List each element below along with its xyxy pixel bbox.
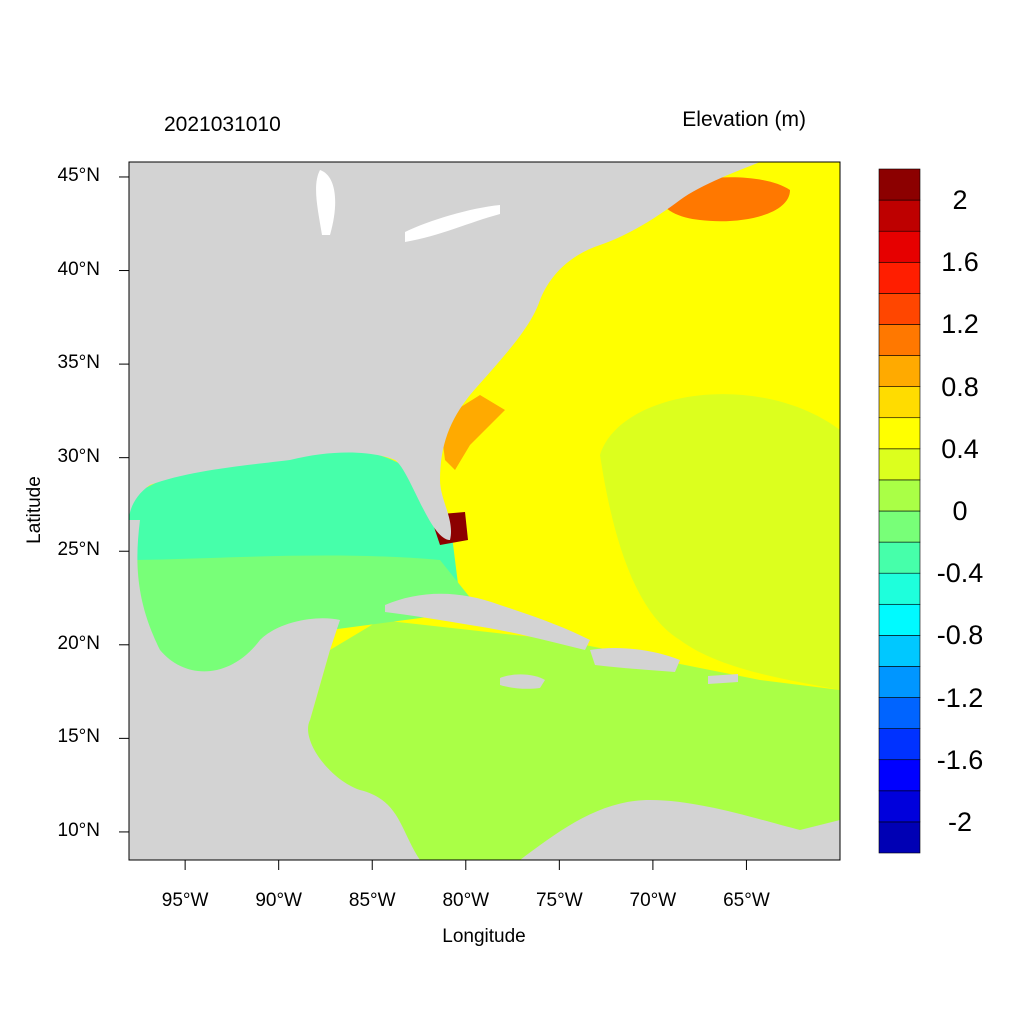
great-lakes [316,170,500,242]
lat-tick-label: 15°N [57,726,100,748]
date-title: 2021031010 [164,113,281,136]
colorbar-label: -2 [947,806,972,837]
colorbar-box [878,386,921,419]
lat-tick-label: 30°N [57,445,100,467]
lon-tick-label: 65°W [723,890,770,911]
land [129,162,840,860]
colorbar-box [878,293,921,325]
colorbar-box [878,417,921,450]
colorbar-box [878,790,921,823]
tick-marks [119,176,747,870]
colorbar-box [878,510,921,543]
colorbar-label: 2 [952,185,968,216]
lat-tick-label: 45°N [57,164,100,186]
colorbar-label: -0.4 [936,558,984,589]
plot-frame [128,161,841,861]
colorbar-box [878,355,921,387]
land-puerto-rico [708,674,738,684]
colorbar-label: -0.8 [936,620,984,651]
lon-tick-label: 90°W [255,890,302,911]
land-cuba [385,593,590,650]
colorbar-box [878,821,921,854]
colorbar-box [878,572,921,605]
colorbar-label: 1.6 [941,247,979,278]
colorbar-label: 0.4 [941,433,979,464]
units-title: Elevation (m) [682,108,806,131]
colorbar-label: -1.2 [936,682,984,713]
colorbar-box [878,697,921,729]
colorbar-box [878,541,921,574]
colorbar-label: 1.2 [941,309,979,340]
colorbar-label: 0 [952,496,968,526]
lon-tick-label: 95°W [161,890,209,911]
colorbar-box [878,230,921,263]
zone-gulf-southern [129,555,480,680]
colorbar-box [878,324,921,356]
colorbar-box [878,448,921,481]
colorbar-box [878,759,921,792]
y-axis-label: Latitude [24,476,45,544]
colorbar-box [878,168,921,201]
colorbar-label: 0.8 [941,371,979,402]
land-jamaica [500,674,545,689]
colorbar-label: -1.6 [936,744,984,775]
colorbar-box [878,261,921,294]
lat-tick-label: 10°N [57,819,100,841]
colorbar [878,168,921,854]
land-hispaniola [590,648,680,672]
lon-tick-label: 75°W [535,890,583,911]
colorbar-box [878,199,921,232]
lat-tick-label: 25°N [57,539,100,561]
colorbar-box [878,635,921,667]
lat-tick-label: 40°N [57,258,100,280]
colorbar-box [878,728,921,761]
land-mexico [129,520,420,860]
colorbar-box [878,479,921,512]
lon-tick-label: 85°W [348,890,396,911]
zone-atlantic-east [600,394,840,690]
land-north-america [129,162,760,540]
colorbar-box [878,603,921,636]
x-axis-label: Longitude [442,926,526,947]
land-south-america [520,800,840,860]
lon-tick-label: 80°W [442,890,490,911]
colorbar-box [878,666,921,698]
lat-tick-label: 20°N [57,632,100,654]
lat-tick-label: 35°N [57,352,100,374]
lon-tick-label: 70°W [629,890,677,911]
